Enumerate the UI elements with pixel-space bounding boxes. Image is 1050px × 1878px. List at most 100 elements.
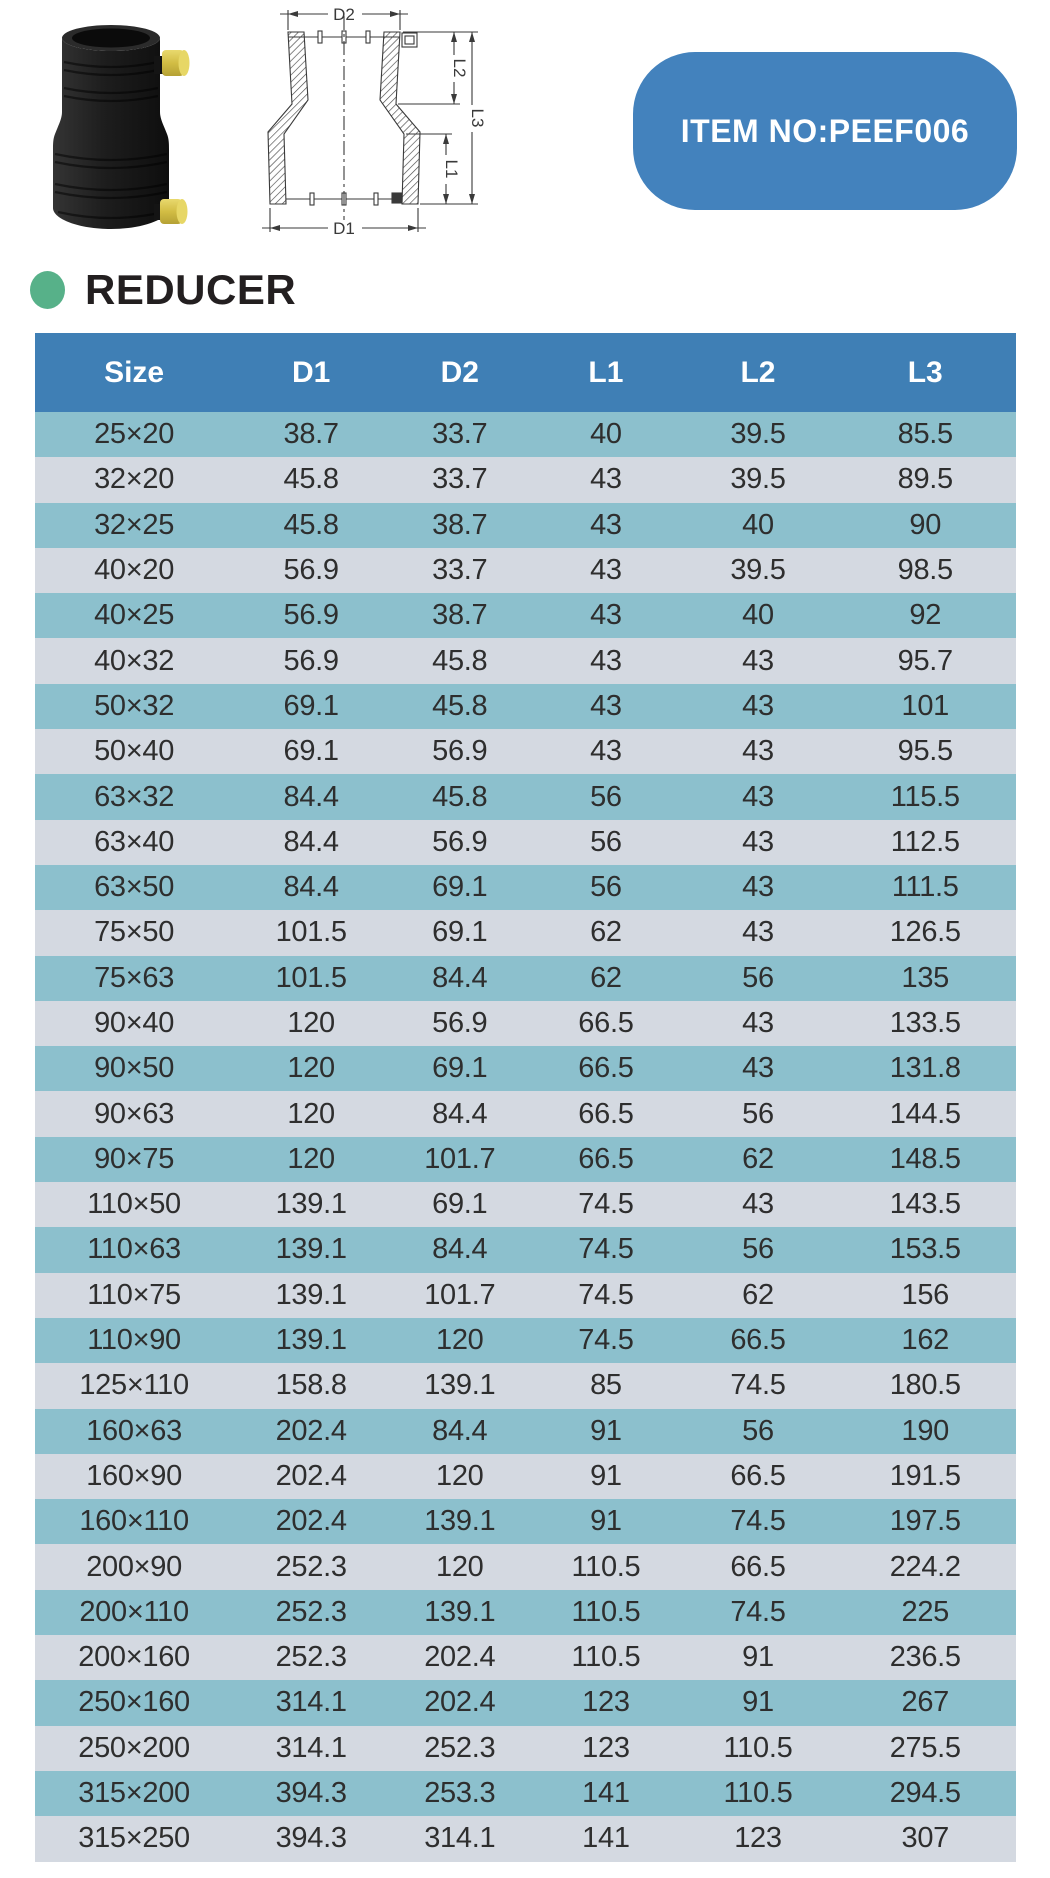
table-row: 50×32 69.1 45.8 43 43 101 [35,683,1016,730]
cell-l2: 43 [681,864,835,911]
cell-l2: 43 [681,1046,835,1092]
cell-l3: 224.2 [834,1544,1016,1590]
cell-size: 40×32 [35,638,234,684]
label-l2: L2 [450,59,469,78]
cell-l2: 43 [681,683,835,730]
cell-l3: 90 [834,502,1016,548]
cell-l3: 135 [834,955,1016,1001]
cell-d2: 84.4 [389,1091,531,1137]
cell-d2: 56.9 [389,729,531,775]
table-row: 110×75 139.1 101.7 74.5 62 156 [35,1272,1016,1318]
cell-size: 63×40 [35,819,234,865]
table-row: 110×50 139.1 69.1 74.5 43 143.5 [35,1182,1016,1228]
cell-d2: 38.7 [389,502,531,548]
col-header-l1: L1 [530,333,682,412]
cell-l1: 74.5 [530,1272,682,1318]
cell-d2: 69.1 [389,864,531,911]
cell-l1: 123 [530,1680,682,1726]
cell-size: 160×90 [35,1453,234,1500]
cell-d1: 120 [233,1136,390,1183]
cell-d2: 139.1 [389,1499,531,1545]
cell-d1: 84.4 [233,819,390,865]
cell-l2: 66.5 [681,1453,835,1500]
cell-d1: 69.1 [233,729,390,775]
cell-size: 40×25 [35,593,234,639]
table-row: 200×110 252.3 139.1 110.5 74.5 225 [35,1589,1016,1636]
col-header-size: Size [35,333,234,412]
cell-l2: 43 [681,1000,835,1047]
cell-l2: 74.5 [681,1363,835,1409]
cell-l3: 144.5 [834,1091,1016,1137]
cell-l3: 95.7 [834,638,1016,684]
cell-l2: 39.5 [681,547,835,594]
cell-d1: 84.4 [233,864,390,911]
cell-l3: 190 [834,1408,1016,1454]
cell-l2: 43 [681,638,835,684]
cell-d2: 45.8 [389,774,531,820]
cell-l1: 110.5 [530,1635,682,1681]
col-header-d1: D1 [233,333,390,412]
cell-size: 160×110 [35,1499,234,1545]
cell-d2: 202.4 [389,1680,531,1726]
table-row: 90×40 120 56.9 66.5 43 133.5 [35,1000,1016,1047]
product-photo [53,25,190,229]
cell-l1: 43 [530,547,682,594]
cell-l2: 40 [681,502,835,548]
cell-d2: 120 [389,1544,531,1590]
cell-l3: 307 [834,1816,1016,1862]
dim-l1 [443,134,449,204]
table-row: 90×50 120 69.1 66.5 43 131.8 [35,1046,1016,1092]
cell-size: 50×32 [35,683,234,730]
cell-l1: 110.5 [530,1589,682,1636]
cell-l2: 39.5 [681,457,835,503]
label-d2: D2 [333,5,355,24]
cell-d2: 314.1 [389,1816,531,1862]
cell-l1: 43 [530,593,682,639]
table-row: 75×50 101.5 69.1 62 43 126.5 [35,910,1016,956]
cell-l1: 66.5 [530,1046,682,1092]
terminal-cap-bottom [154,199,188,224]
cell-l2: 66.5 [681,1317,835,1364]
cell-l2: 40 [681,593,835,639]
cell-l1: 43 [530,502,682,548]
table-row: 160×90 202.4 120 91 66.5 191.5 [35,1453,1016,1500]
cell-d2: 120 [389,1317,531,1364]
technical-drawing: D2 D1 L2 L1 L3 [262,5,487,238]
cell-size: 200×90 [35,1544,234,1590]
cell-d1: 202.4 [233,1408,390,1454]
cell-l2: 62 [681,1272,835,1318]
cell-size: 125×110 [35,1363,234,1409]
item-badge: ITEM NO:PEEF006 [633,52,1017,210]
cell-size: 110×50 [35,1182,234,1228]
cell-d1: 101.5 [233,910,390,956]
cell-size: 200×110 [35,1589,234,1636]
table-row: 75×63 101.5 84.4 62 56 135 [35,955,1016,1001]
cell-size: 90×40 [35,1000,234,1047]
cell-d2: 56.9 [389,819,531,865]
cell-size: 32×25 [35,502,234,548]
cell-l3: 180.5 [834,1363,1016,1409]
cell-d1: 45.8 [233,502,390,548]
table-row: 50×40 69.1 56.9 43 43 95.5 [35,729,1016,775]
cell-d1: 38.7 [233,412,390,458]
lower-grooves [54,152,168,220]
cell-l1: 66.5 [530,1091,682,1137]
cell-l3: 115.5 [834,774,1016,820]
dim-l2 [451,32,457,104]
table-row: 110×90 139.1 120 74.5 66.5 162 [35,1317,1016,1364]
cell-d1: 394.3 [233,1770,390,1817]
table-row: 40×32 56.9 45.8 43 43 95.7 [35,638,1016,684]
cell-d1: 314.1 [233,1725,390,1771]
cell-d1: 45.8 [233,457,390,503]
cell-l1: 43 [530,729,682,775]
cell-l2: 56 [681,955,835,1001]
cell-l1: 110.5 [530,1544,682,1590]
cell-d1: 252.3 [233,1544,390,1590]
cell-d2: 69.1 [389,910,531,956]
table-row: 90×63 120 84.4 66.5 56 144.5 [35,1091,1016,1137]
cell-l2: 43 [681,910,835,956]
cell-l3: 101 [834,683,1016,730]
table-row: 25×20 38.7 33.7 40 39.5 85.5 [35,412,1016,458]
cell-d1: 120 [233,1000,390,1047]
